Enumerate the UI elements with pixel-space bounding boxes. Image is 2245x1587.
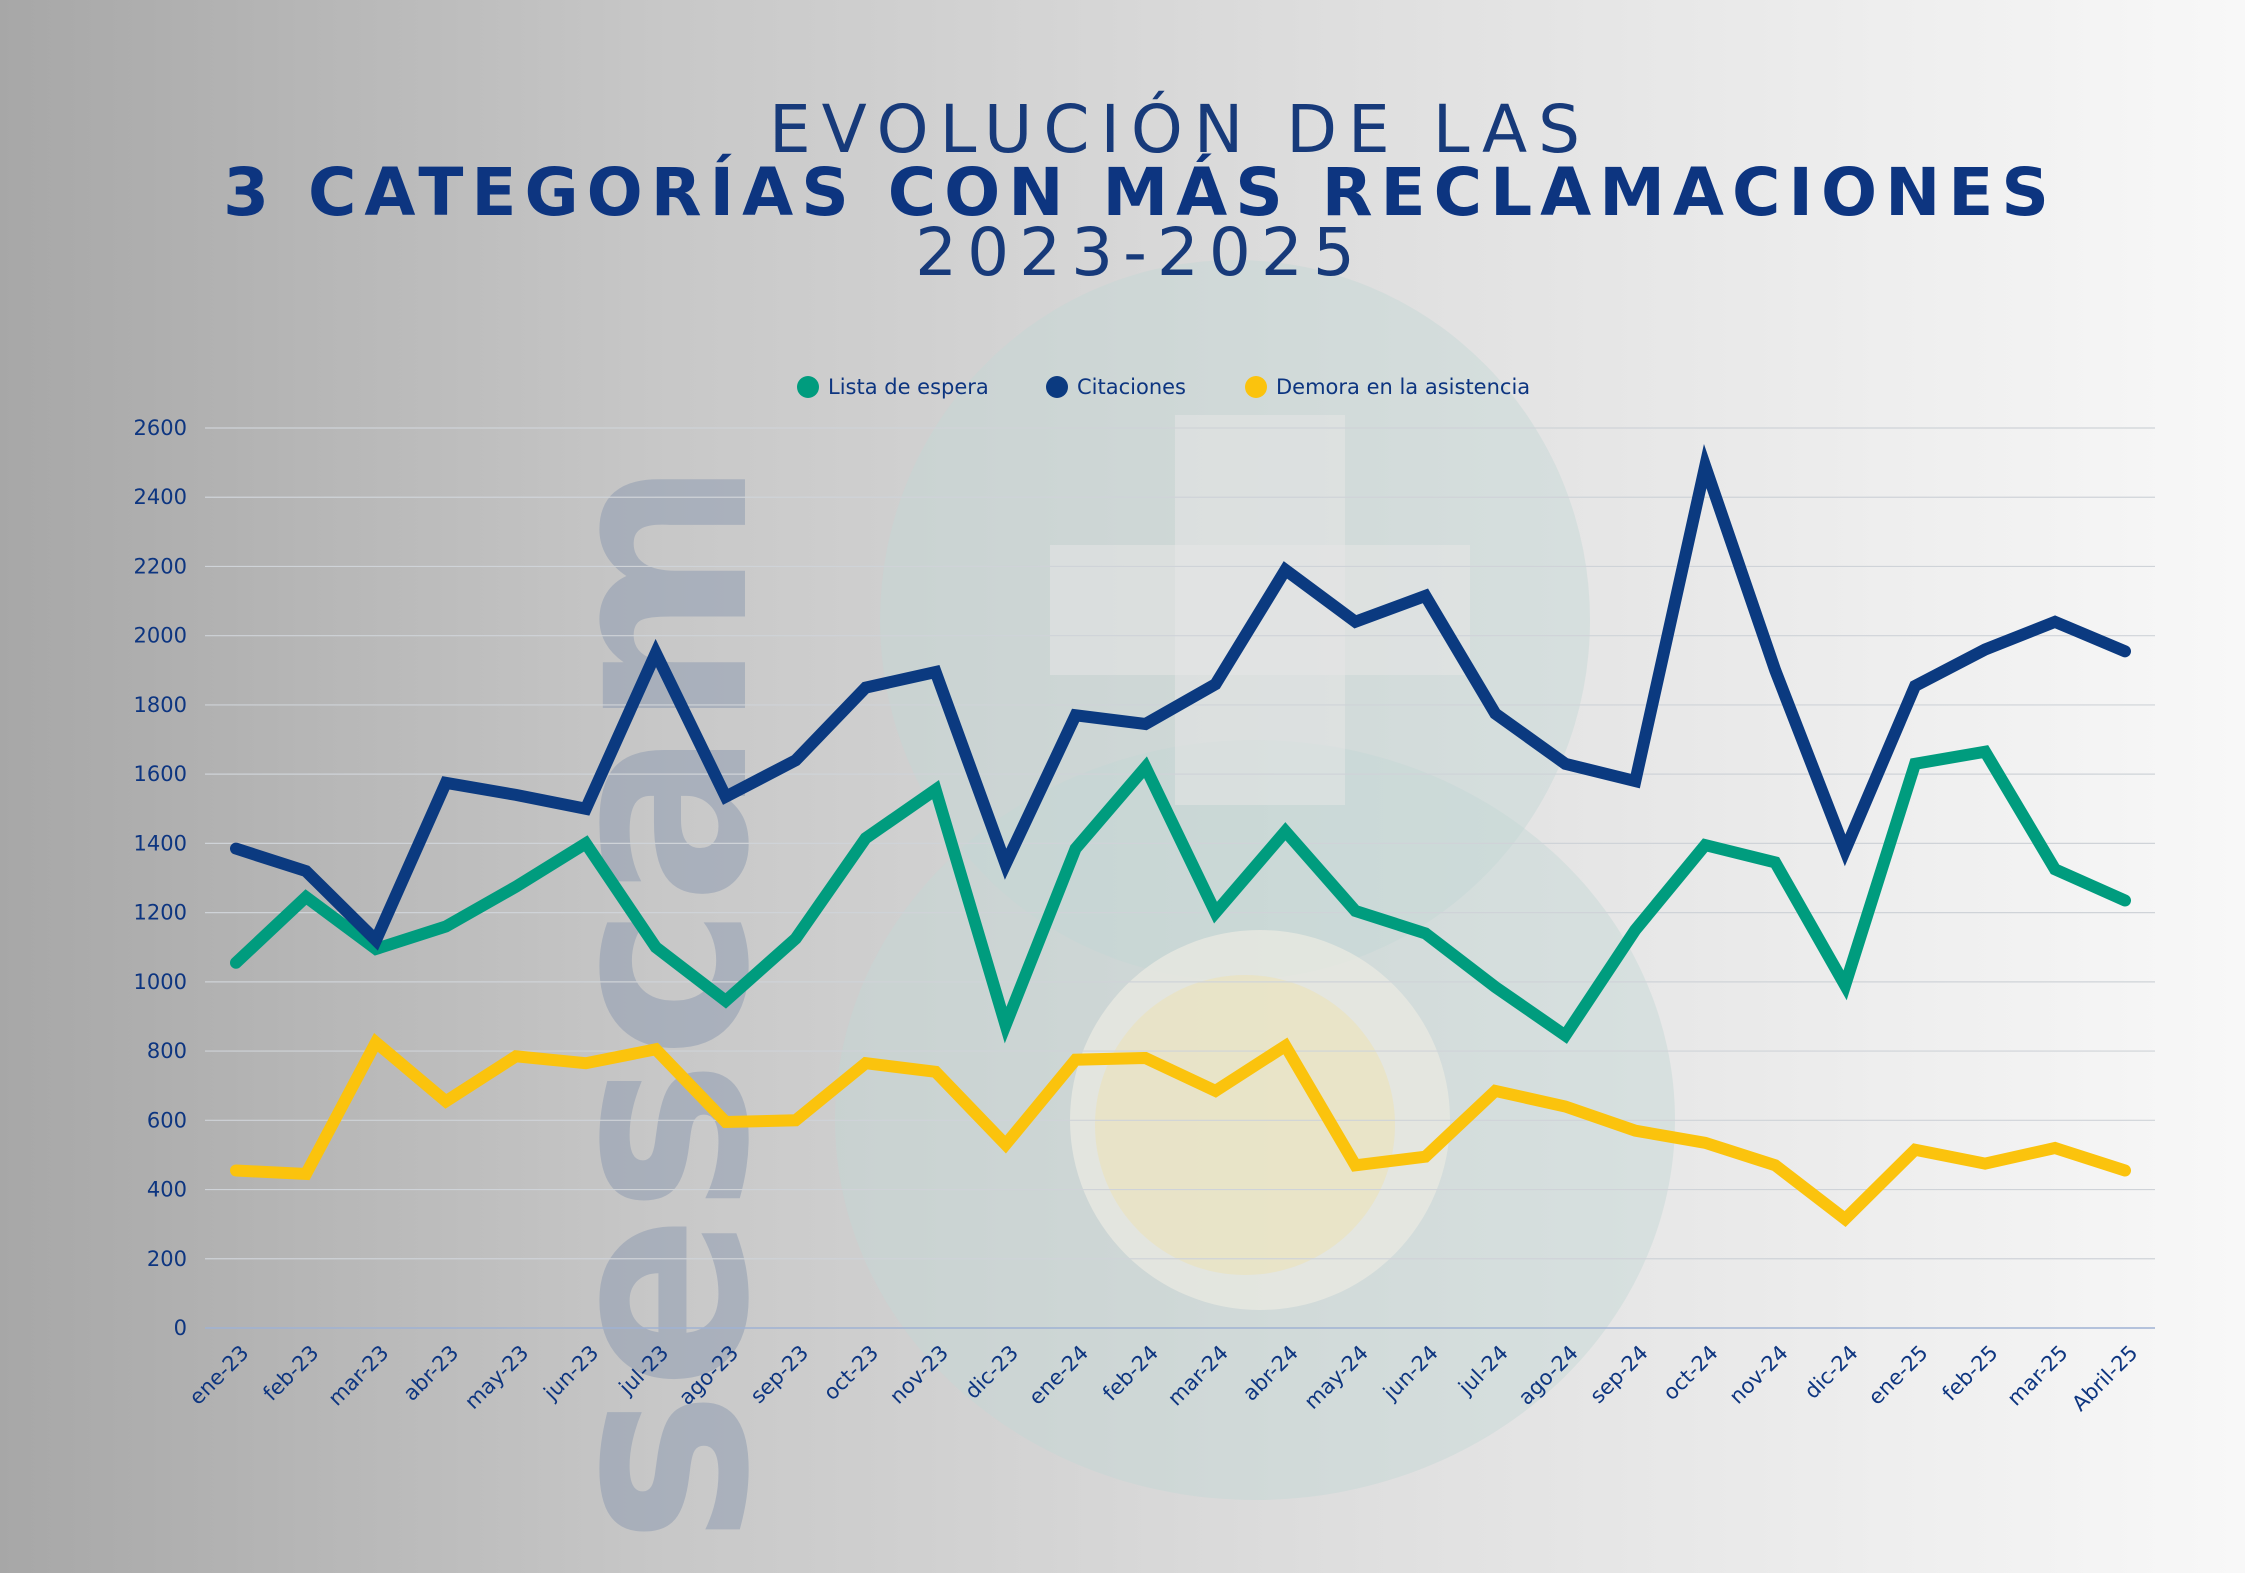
- legend-label-citaciones: Citaciones: [1077, 375, 1186, 399]
- x-tick-label: feb-25: [1938, 1341, 2003, 1406]
- x-tick-label: nov-24: [1725, 1341, 1793, 1409]
- title-line-3: 2023-2025: [915, 214, 1365, 291]
- y-tick-label: 1600: [134, 762, 187, 786]
- y-tick-label: 2200: [134, 554, 187, 578]
- x-tick-label: ene-23: [185, 1341, 254, 1410]
- y-tick-label: 2400: [134, 485, 187, 509]
- legend-label-demora: Demora en la asistencia: [1276, 375, 1530, 399]
- y-tick-label: 2600: [134, 416, 187, 440]
- title-line-1: EVOLUCIÓN DE LAS: [769, 91, 1591, 168]
- y-tick-label: 400: [147, 1178, 187, 1202]
- legend-marker-lista: [797, 376, 819, 398]
- legend-label-lista: Lista de espera: [828, 375, 989, 399]
- y-tick-label: 800: [147, 1039, 187, 1063]
- series-line-demora-en-la-asistencia: [230, 1033, 2131, 1227]
- legend-marker-citaciones: [1046, 376, 1068, 398]
- y-tick-label: 1800: [134, 693, 187, 717]
- title-line-2: 3 CATEGORÍAS CON MÁS RECLAMACIONES: [223, 153, 2057, 231]
- y-tick-label: 2000: [134, 624, 187, 648]
- x-tick-label: nov-23: [885, 1341, 953, 1409]
- bottom-strip: [0, 1573, 2245, 1587]
- x-tick-label: oct-24: [1658, 1341, 1722, 1405]
- series-line-lista-de-espera: [230, 745, 2131, 1044]
- x-tick-label: ene-25: [1864, 1341, 1933, 1410]
- series: [230, 443, 2131, 1227]
- y-tick-label: 600: [147, 1108, 187, 1132]
- series-line-citaciones: [230, 443, 2131, 951]
- y-tick-label: 0: [174, 1316, 187, 1340]
- x-tick-label: mar-23: [324, 1341, 394, 1411]
- y-tick-label: 200: [147, 1247, 187, 1271]
- x-tick-label: feb-23: [258, 1341, 323, 1406]
- x-tick-label: sep-24: [1585, 1341, 1653, 1409]
- y-tick-label: 1000: [134, 970, 187, 994]
- legend-marker-demora: [1245, 376, 1267, 398]
- x-tick-label: mar-25: [2003, 1341, 2073, 1411]
- legend: Lista de espera Citaciones Demora en la …: [797, 375, 1530, 399]
- x-tick-label: dic-24: [1800, 1341, 1863, 1404]
- gridlines: [205, 427, 2155, 1329]
- x-tick-label: oct-23: [819, 1341, 883, 1405]
- y-axis-ticks: 0 200 400 600 800 1000 1200 1400 1600 1800 2000 220…: [134, 416, 187, 1340]
- y-tick-label: 1400: [134, 831, 187, 855]
- x-tick-label: abr-23: [399, 1341, 464, 1406]
- y-tick-label: 1200: [134, 901, 187, 925]
- x-tick-label: Abril-25: [2067, 1341, 2142, 1416]
